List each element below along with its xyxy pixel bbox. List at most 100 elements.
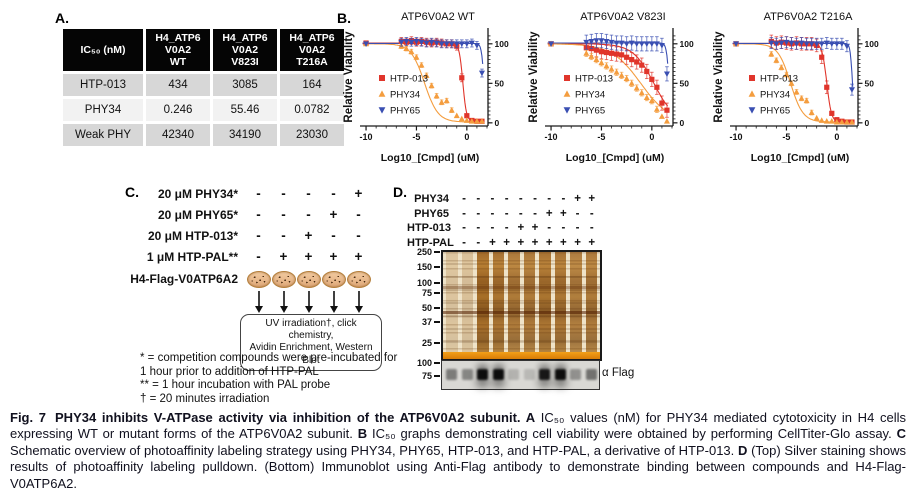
caption-title: PHY34 inhibits V-ATPase activity via inh… [55,410,526,425]
marker-HTP-013 [564,75,570,81]
marker-HTP-013 [664,107,670,113]
sign-cell: + [574,193,581,206]
cells-row: H4-Flag-V0ATP6A2 [128,267,371,291]
sign-cell: + [560,236,567,249]
marker-PHY34 [433,92,440,99]
marker-PHY65 [733,41,740,48]
blot-band [508,369,519,380]
y-tick-label: 100 [495,39,509,49]
marker-PHY34 [423,72,430,78]
cell-dish-icon [271,270,296,288]
marker-PHY65 [378,107,386,114]
sign-cell: - [462,207,467,220]
marker-PHY65 [418,39,425,46]
condition-row: 20 μM PHY65* - - - + - [128,204,371,225]
marker-PHY65 [823,40,830,47]
marker-PHY65 [793,41,800,48]
sign-cell: - [256,228,261,243]
marker-PHY65 [628,40,635,47]
condition-row: 1 μM HTP-PAL** - + + + + [128,246,371,267]
gel-lane [554,252,566,359]
marker-HTP-013 [603,49,610,56]
sign-cell: - [331,228,336,243]
marker-PHY34 [473,118,480,124]
sign-cell: - [575,207,580,220]
sign-cell: + [489,236,496,249]
condition-row: HTP-PAL - - + + + + + + + + [407,236,599,251]
mw-tick [434,265,440,268]
marker-PHY34 [608,65,615,72]
sign-cell: + [574,236,581,249]
dish-cell [246,270,271,288]
sign-cell: - [504,193,509,206]
condition-label: PHY65 [414,207,449,220]
marker-PHY34 [618,72,625,78]
ic50-table: IC₅₀ (nM) H4_ATP6 V0A2 WT H4_ATP6 V0A2 V… [60,26,347,150]
table-row: Weak PHY 42340 34190 23030 [63,124,344,147]
table-header-wt: H4_ATP6 V0A2 WT [146,29,210,72]
chart-atp6v0a2-t216a: ATP6V0A2 T216A Relative Viability -10 -5 0… [710,6,900,168]
dose-response-plot: -10 -5 0 0 50 100 HTP-013 PHY34 PHY65 [730,28,879,142]
sign-cell: + [588,236,596,249]
mw-marker: 50 [402,303,440,313]
gel-lane [539,252,551,359]
marker-PHY65 [608,39,615,46]
sign-cell: - [504,222,509,235]
sign-cell: - [476,222,481,235]
mw-tick [434,251,440,254]
blot-band [570,369,581,380]
sign-cell: - [476,236,481,249]
marker-PHY65 [363,41,370,48]
sign-cell: - [462,236,467,249]
marker-PHY65 [748,107,756,114]
marker-PHY65 [818,41,825,48]
marker-HTP-013 [629,57,635,63]
sign-cell: - [533,193,537,206]
legend-label-PHY34: PHY34 [390,90,420,101]
marker-PHY65 [623,41,630,48]
blot-band [477,369,488,380]
mw-label: 100 [416,278,432,289]
marker-PHY34 [448,106,455,113]
blot-band [539,369,550,380]
legend-label-PHY34: PHY34 [575,90,605,101]
marker-PHY65 [453,41,460,48]
x-axis-label: Log10_[Cmpd] (uM) [565,152,665,164]
arrow-cell [321,291,346,318]
y-tick-label: 0 [865,118,870,128]
marker-PHY65 [773,41,780,48]
sign-cell: + [517,222,525,235]
marker-PHY34 [828,118,835,124]
table-row: PHY34 0.246 55.46 0.0782 [63,99,344,122]
cell: 0.0782 [280,99,344,122]
sign-cell: - [518,207,523,220]
sign-cell: - [306,207,311,222]
sign-cell: - [589,222,594,235]
marker-HTP-013 [634,59,640,65]
footnotes: * = competition compounds were pre-incub… [140,352,397,406]
sign-cell: - [504,207,509,220]
workflow-line: UV irradiation†, click chemistry, [265,318,357,342]
cell: 42340 [146,124,210,147]
sign-cell: + [329,207,338,222]
marker-PHY34 [658,113,665,119]
marker-HTP-013 [598,49,605,55]
down-arrow-icon [354,291,363,313]
sign-cell: - [561,193,566,206]
y-tick-label: 50 [495,78,505,88]
caption-panel-b: B [357,426,368,442]
marker-PHY34 [773,57,780,63]
down-arrow-icon [329,291,338,313]
marker-HTP-013 [618,52,625,58]
sign-cell: - [589,207,594,220]
gel-lane [570,252,582,359]
marker-PHY34 [653,106,660,112]
cell-line-label: H4-Flag-V0ATP6A2 [130,272,238,286]
condition-row: PHY34- - - - - - - - + + [407,192,599,207]
marker-PHY65 [408,39,415,46]
condition-label: 20 μM PHY65* [157,207,238,222]
marker-PHY65 [413,39,420,45]
marker-PHY65 [428,39,435,46]
caption-panel-a: A [525,410,536,425]
marker-PHY34 [628,80,635,86]
